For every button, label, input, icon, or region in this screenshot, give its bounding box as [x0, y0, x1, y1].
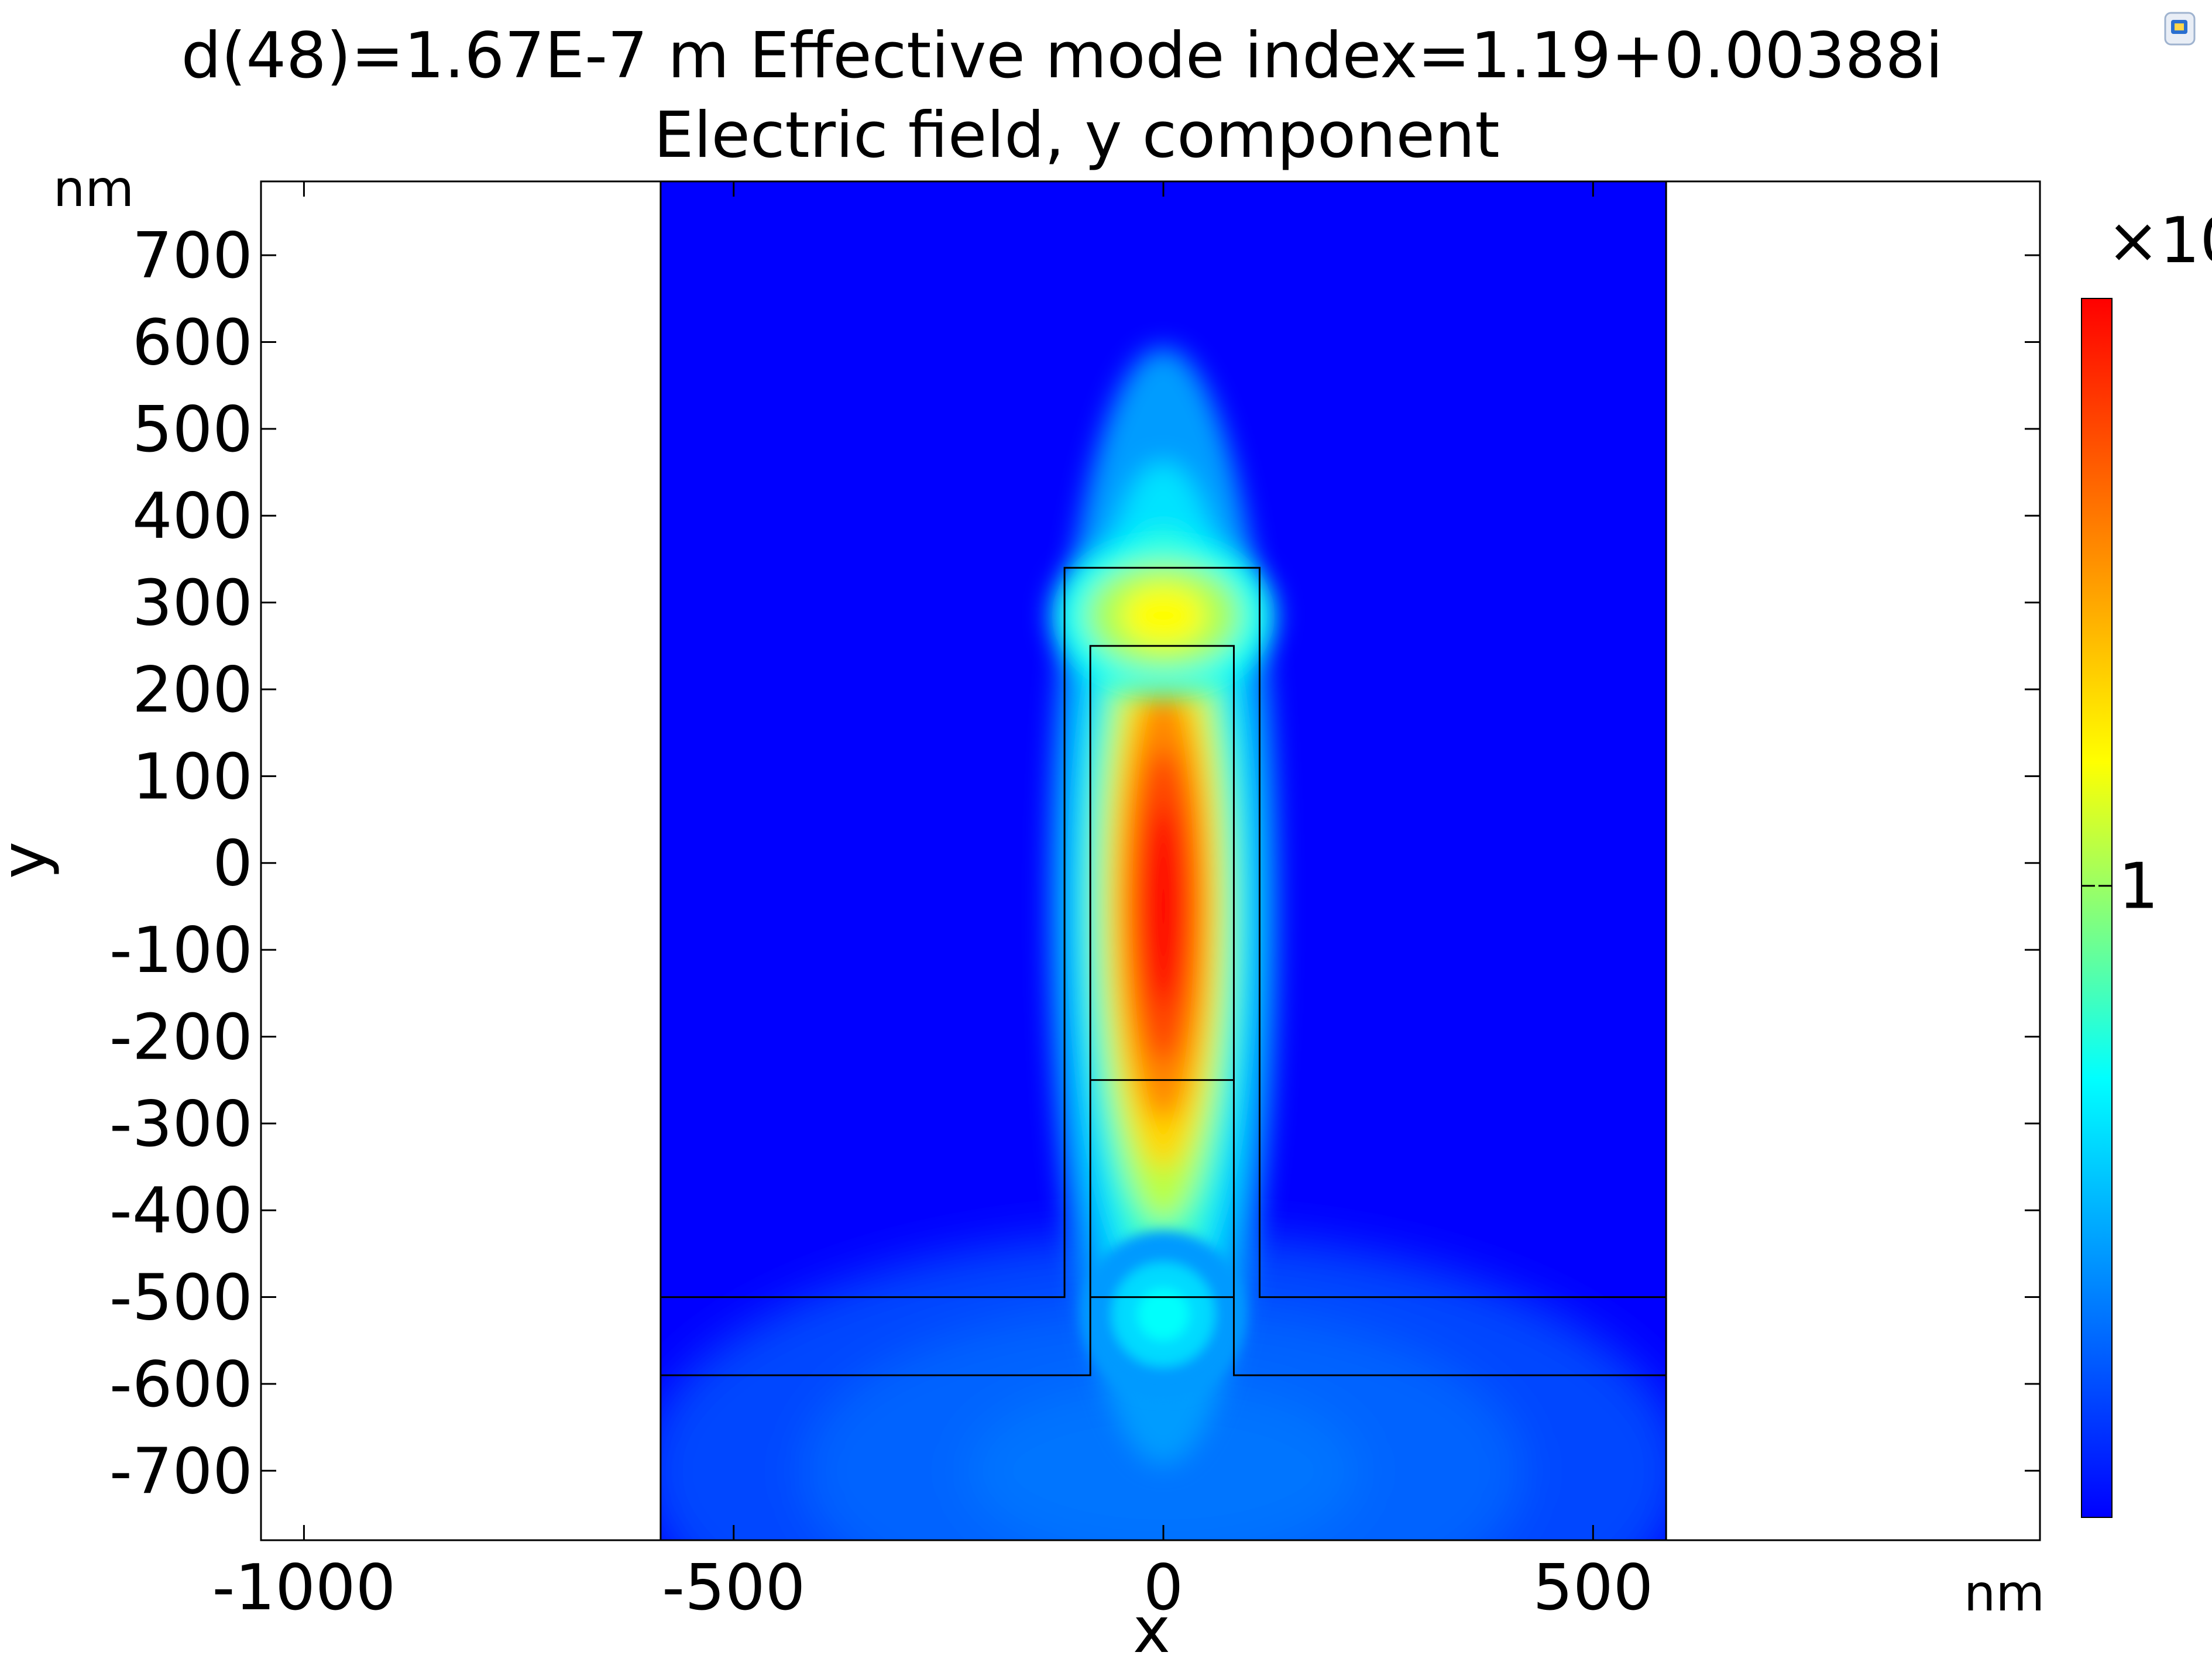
x-tick-label: 0	[1143, 1551, 1184, 1624]
y-tick-label: 100	[132, 740, 253, 813]
x-tick-label: 500	[1533, 1551, 1653, 1624]
y-axis-label: y	[0, 841, 61, 879]
core-hotspot-level	[1143, 806, 1184, 1007]
axes-frame	[260, 180, 2041, 1541]
colorbar-gradient	[2081, 298, 2113, 1518]
plot-title-line-1: d(48)=1.67E-7 m Effective mode index=1.1…	[181, 19, 1943, 92]
y-tick-label: -700	[109, 1435, 253, 1508]
plot-title-line-2: Electric field, y component	[654, 99, 1499, 172]
y-tick-label: 500	[132, 393, 253, 466]
colorbar-scale-label: ×10	[2107, 204, 2212, 277]
colorbar-tick-label: 1	[2118, 850, 2159, 923]
y-axis-ticks: 700 600 500 400 300 200 100 0 -100 -200 -300 -400 -5…	[109, 219, 2040, 1508]
pedestal-glow-level	[1137, 1288, 1190, 1341]
y-tick-label: 0	[212, 827, 253, 901]
y-tick-label: -600	[109, 1348, 253, 1421]
cap-spot-level	[1120, 585, 1207, 646]
outer-rib-boundary	[660, 566, 1667, 1299]
y-tick-label: -300	[109, 1088, 253, 1161]
x-axis-unit: nm	[1964, 1564, 2045, 1623]
y-tick-label: -500	[109, 1262, 253, 1335]
slab-bottom-boundary	[660, 645, 1667, 1376]
y-tick-label: 400	[132, 480, 253, 553]
colorbar: ×10 1	[2081, 204, 2212, 1518]
comsol-logo-icon	[2164, 12, 2196, 46]
y-tick-label: -100	[109, 914, 253, 987]
plot-border	[260, 180, 2041, 1541]
field-heatmap	[660, 181, 1667, 1540]
y-tick-label: -200	[109, 1001, 253, 1074]
y-tick-label: 700	[132, 219, 253, 293]
y-tick-label: 200	[132, 654, 253, 727]
x-tick-label: -1000	[212, 1551, 396, 1624]
x-tick-label: -500	[662, 1551, 805, 1624]
y-tick-label: 300	[132, 567, 253, 640]
y-tick-label: -400	[109, 1174, 253, 1248]
y-tick-label: 600	[132, 306, 253, 379]
x-axis-ticks: -1000 -500 0 500	[212, 181, 1653, 1624]
cap-spot	[1052, 536, 1275, 695]
pedestal-glow	[1081, 1231, 1246, 1398]
x-axis-label: x	[1133, 1594, 1170, 1659]
y-axis-unit: nm	[53, 160, 134, 218]
